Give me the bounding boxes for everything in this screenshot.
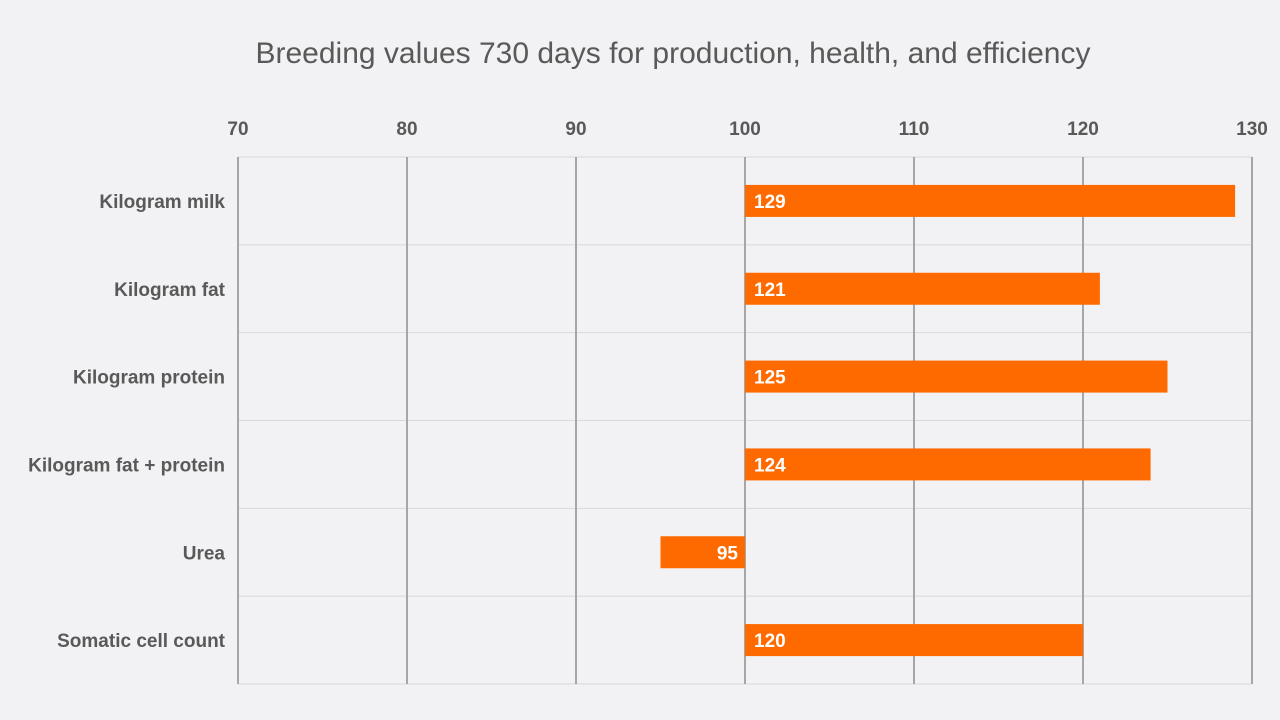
x-tick-label: 110 xyxy=(899,119,930,140)
data-labels: 129 121 125 124 95 120 xyxy=(717,192,786,652)
data-label: 125 xyxy=(754,368,786,389)
data-label: 120 xyxy=(754,631,786,652)
data-label: 124 xyxy=(754,455,786,476)
data-label: 95 xyxy=(717,543,739,564)
bar-kilogram-protein xyxy=(745,360,1168,393)
bar-kilogram-fat-protein xyxy=(745,448,1151,481)
bars xyxy=(660,184,1236,657)
category-label: Somatic cell count xyxy=(57,631,226,652)
bar-somatic-cell-count xyxy=(745,624,1083,657)
data-label: 121 xyxy=(754,280,786,301)
bar-urea xyxy=(660,536,745,569)
x-tick-label: 80 xyxy=(396,119,417,140)
bar-kilogram-milk xyxy=(745,184,1236,217)
x-tick-label: 90 xyxy=(565,119,586,140)
category-label: Urea xyxy=(183,543,226,564)
data-label: 129 xyxy=(754,192,786,213)
x-tick-label: 100 xyxy=(729,119,761,140)
x-tick-label: 130 xyxy=(1236,119,1268,140)
category-label: Kilogram protein xyxy=(73,368,225,389)
category-labels: Kilogram milk Kilogram fat Kilogram protei… xyxy=(28,192,226,652)
category-label: Kilogram fat + protein xyxy=(28,455,225,476)
x-tick-label: 70 xyxy=(227,119,248,140)
grid xyxy=(237,156,1253,685)
bar-kilogram-fat xyxy=(745,272,1100,305)
x-tick-label: 120 xyxy=(1067,119,1099,140)
x-axis-ticks: 70 80 90 100 110 120 130 xyxy=(227,119,1267,140)
category-label: Kilogram milk xyxy=(99,192,225,213)
category-label: Kilogram fat xyxy=(114,280,226,301)
chart-title: Breeding values 730 days for production,… xyxy=(256,37,1091,70)
